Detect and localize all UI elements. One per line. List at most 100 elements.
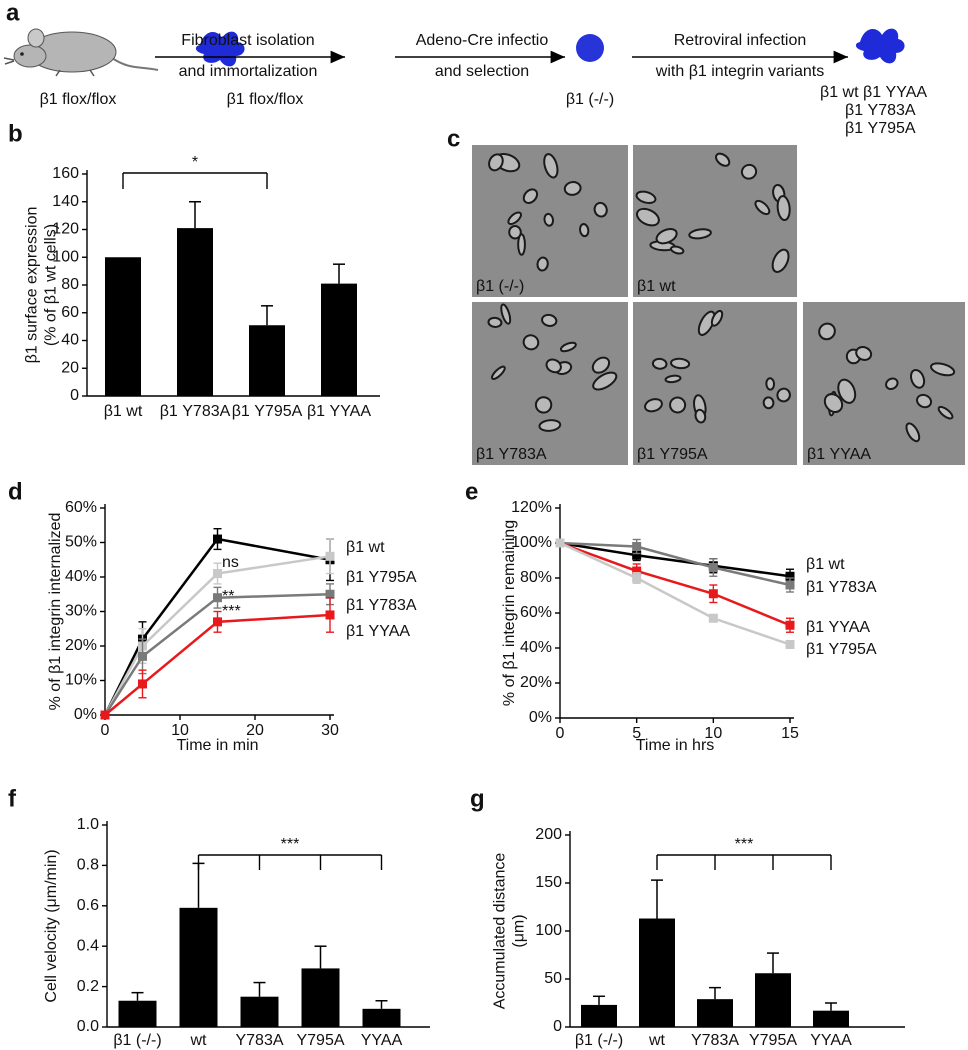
legend-label: β1 Y783A	[806, 579, 877, 596]
x-tick-label: β1 wt	[104, 403, 143, 420]
x-tick-label: 10	[171, 722, 189, 739]
x-tick-label: β1 (-/-)	[113, 1032, 161, 1049]
cell	[538, 419, 562, 432]
bar	[249, 325, 285, 396]
genotype-label: β1 Y783A	[845, 102, 916, 119]
cell	[762, 396, 775, 410]
bar	[697, 999, 733, 1027]
cell	[823, 393, 844, 414]
cell	[591, 356, 611, 374]
y-tick-label: 1.0	[77, 816, 99, 833]
micrograph-label: β1 Y783A	[476, 446, 547, 463]
genotype-label: β1 flox/flox	[40, 91, 117, 108]
genotype-label: β1 (-/-)	[566, 91, 614, 108]
cell	[543, 153, 559, 179]
cell	[536, 256, 549, 272]
panel-label: a	[6, 0, 20, 26]
data-point	[785, 580, 795, 590]
series-line	[559, 541, 791, 646]
y-tick-label: 0	[553, 1018, 562, 1035]
y-tick-label: 50	[544, 970, 562, 987]
micrograph-label: β1 YYAA	[807, 446, 871, 463]
x-axis-label: Time in min	[176, 737, 258, 754]
cell	[905, 422, 921, 443]
series-line	[103, 593, 331, 716]
cell	[545, 358, 562, 374]
micrograph: β1 YYAA	[803, 302, 965, 465]
x-tick-label: β1 Y783A	[160, 403, 231, 420]
data-point	[708, 613, 718, 623]
x-axis-label: Time in hrs	[636, 737, 715, 754]
genotype-label: β1 YYAA	[863, 84, 927, 101]
data-point	[213, 569, 222, 579]
micrograph: β1 wt	[633, 145, 797, 297]
panel-label: f	[8, 785, 17, 812]
x-tick-label: 0	[556, 725, 565, 742]
y-tick-label: 0.8	[77, 857, 99, 874]
cell	[754, 199, 771, 216]
x-tick-label: 5	[632, 725, 641, 742]
error-bar	[825, 1002, 837, 1011]
bar	[813, 1010, 849, 1027]
y-tick-label: 0.6	[77, 897, 99, 914]
data-point	[325, 610, 335, 620]
cell	[837, 378, 857, 404]
error-bar	[593, 995, 605, 1005]
y-tick-label: 40%	[65, 568, 97, 585]
micrograph: β1 Y795A	[633, 302, 797, 465]
y-tick-label: 100%	[511, 534, 552, 551]
y-tick-label: 120%	[511, 499, 552, 516]
series-line	[559, 541, 791, 587]
y-axis-label: (% of β1 wt cells)	[43, 224, 60, 346]
micrograph-label: β1 Y795A	[637, 446, 708, 463]
data-point	[325, 551, 335, 561]
series-line	[559, 541, 791, 627]
cell	[694, 408, 707, 424]
y-tick-label: 150	[535, 874, 562, 891]
bar	[179, 907, 218, 1027]
cell	[563, 181, 582, 196]
cell-icon	[576, 34, 604, 62]
cell	[491, 365, 506, 380]
y-tick-label: 60%	[520, 604, 552, 621]
cell	[559, 341, 577, 353]
legend-label: β1 wt	[346, 539, 385, 556]
panel-label: g	[470, 785, 485, 812]
data-point	[213, 617, 222, 627]
cell	[651, 357, 668, 370]
legend-label: β1 Y795A	[346, 569, 417, 586]
data-point	[632, 573, 642, 583]
series-line	[103, 537, 331, 716]
bar	[755, 973, 791, 1027]
bar	[581, 1004, 617, 1027]
y-tick-label: 120	[52, 221, 79, 238]
step-text: Adeno-Cre infectio	[416, 32, 549, 49]
cell	[670, 357, 691, 370]
cell	[885, 377, 899, 391]
micrograph-label: β1 wt	[637, 278, 676, 295]
step-text: and immortalization	[179, 63, 318, 80]
x-tick-label: Y783A	[235, 1032, 283, 1049]
cell	[500, 303, 512, 325]
significance-label: *	[192, 154, 198, 171]
y-axis-label: Cell velocity (μm/min)	[43, 849, 60, 1002]
y-tick-label: 0.0	[77, 1018, 99, 1035]
cell	[592, 371, 618, 391]
data-point	[100, 710, 110, 720]
cell	[776, 387, 791, 403]
y-tick-label: 80%	[520, 569, 552, 586]
data-point	[213, 593, 222, 603]
bar	[639, 918, 675, 1027]
micrograph: β1 Y783A	[472, 302, 628, 465]
significance-label: ***	[735, 836, 754, 853]
cell	[688, 228, 712, 240]
cell	[930, 362, 956, 377]
y-tick-label: 50%	[65, 534, 97, 551]
y-tick-label: 0.4	[77, 937, 99, 954]
significance-label: ***	[281, 836, 300, 853]
x-tick-label: β1 Y795A	[232, 403, 303, 420]
data-point	[632, 566, 642, 576]
cell	[765, 377, 775, 391]
